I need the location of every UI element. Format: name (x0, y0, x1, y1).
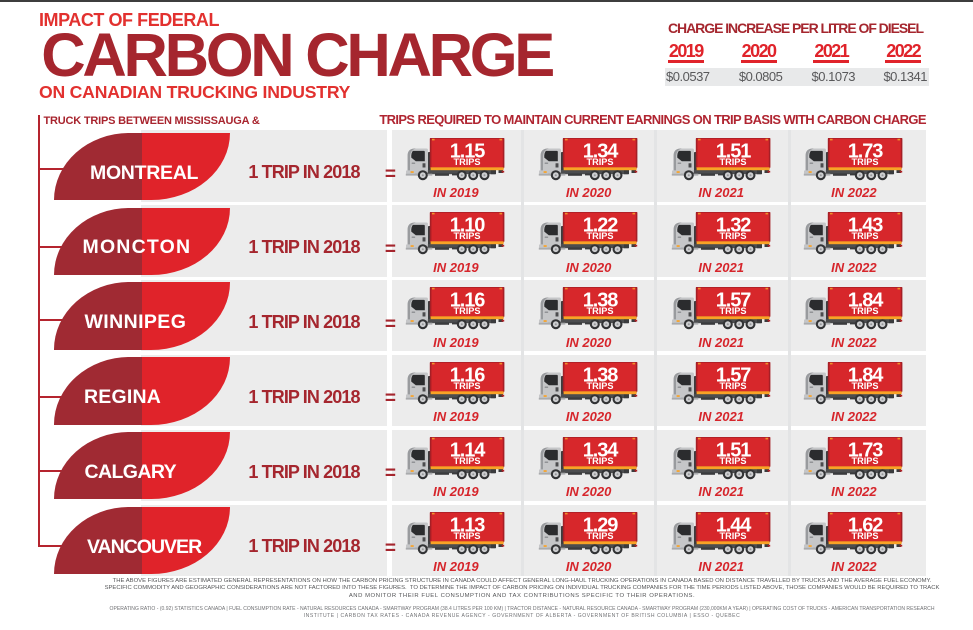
svg-text:TRIPS: TRIPS (587, 231, 614, 241)
svg-text:TRIPS: TRIPS (852, 531, 879, 541)
svg-text:TRIPS: TRIPS (852, 456, 879, 466)
svg-text:TRIPS: TRIPS (587, 381, 614, 391)
svg-text:TRIPS: TRIPS (852, 381, 879, 391)
svg-text:TRIPS: TRIPS (719, 156, 746, 166)
svg-text:TRIPS: TRIPS (719, 306, 746, 316)
svg-text:1.51: 1.51 (715, 439, 751, 461)
svg-text:1.73: 1.73 (848, 439, 884, 461)
svg-text:TRIPS: TRIPS (454, 231, 481, 241)
svg-text:1.62: 1.62 (848, 514, 884, 536)
svg-text:1.29: 1.29 (583, 514, 619, 536)
svg-text:1.57: 1.57 (715, 364, 751, 386)
svg-text:1.10: 1.10 (450, 215, 486, 237)
svg-text:TRIPS: TRIPS (587, 456, 614, 466)
svg-text:1.14: 1.14 (450, 439, 487, 461)
svg-text:TRIPS: TRIPS (852, 306, 879, 316)
svg-text:1.16: 1.16 (450, 290, 486, 312)
svg-text:1.13: 1.13 (450, 514, 486, 536)
svg-text:TRIPS: TRIPS (719, 381, 746, 391)
svg-text:1.51: 1.51 (715, 140, 751, 162)
svg-text:1.84: 1.84 (848, 364, 885, 386)
svg-text:TRIPS: TRIPS (454, 381, 481, 391)
svg-text:1.32: 1.32 (715, 215, 751, 237)
svg-text:1.43: 1.43 (848, 215, 884, 237)
svg-text:1.22: 1.22 (583, 215, 619, 237)
svg-text:1.38: 1.38 (583, 290, 619, 312)
svg-text:TRIPS: TRIPS (587, 306, 614, 316)
svg-text:TRIPS: TRIPS (719, 531, 746, 541)
svg-text:TRIPS: TRIPS (454, 456, 481, 466)
svg-text:TRIPS: TRIPS (587, 156, 614, 166)
svg-text:1.73: 1.73 (848, 140, 884, 162)
svg-text:1.44: 1.44 (715, 514, 752, 536)
svg-text:TRIPS: TRIPS (719, 456, 746, 466)
svg-text:1.16: 1.16 (450, 364, 486, 386)
svg-text:1.34: 1.34 (583, 439, 620, 461)
svg-text:1.15: 1.15 (450, 140, 486, 162)
svg-text:TRIPS: TRIPS (719, 231, 746, 241)
svg-text:TRIPS: TRIPS (587, 531, 614, 541)
svg-text:1.84: 1.84 (848, 290, 885, 312)
svg-text:1.38: 1.38 (583, 364, 619, 386)
svg-text:TRIPS: TRIPS (852, 231, 879, 241)
svg-text:TRIPS: TRIPS (454, 306, 481, 316)
svg-text:TRIPS: TRIPS (454, 156, 481, 166)
svg-text:1.34: 1.34 (583, 140, 620, 162)
svg-text:TRIPS: TRIPS (454, 531, 481, 541)
svg-text:1.57: 1.57 (715, 290, 751, 312)
svg-text:TRIPS: TRIPS (852, 156, 879, 166)
